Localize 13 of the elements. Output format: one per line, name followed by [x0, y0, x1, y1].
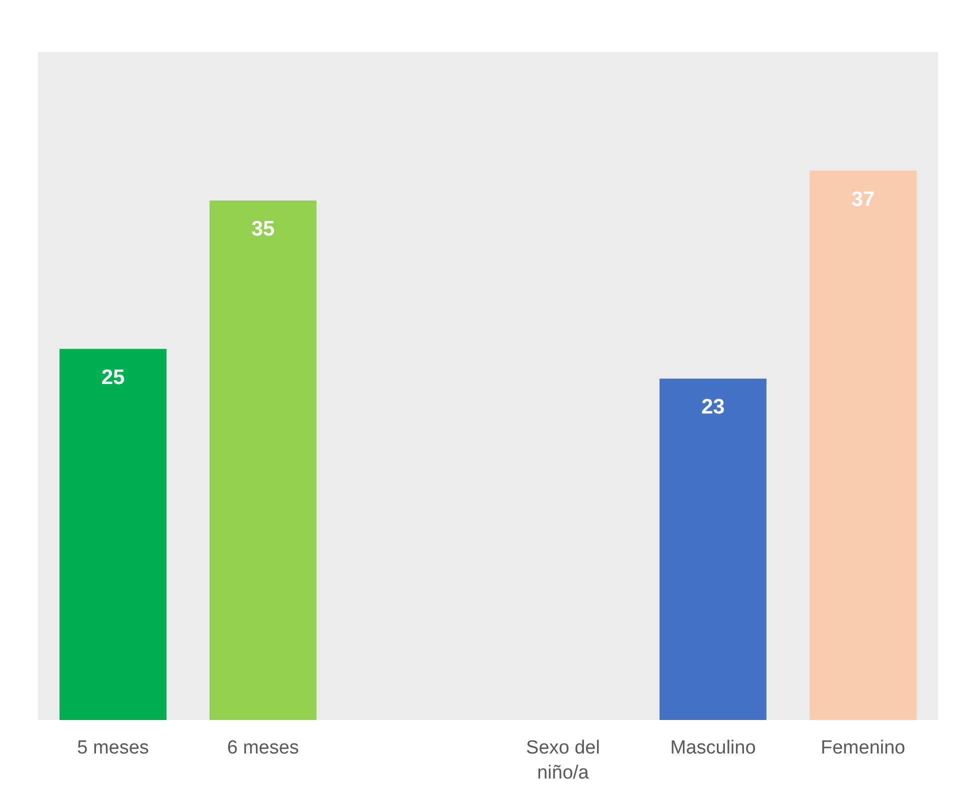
- x-tick-label: Sexo del niño/a: [526, 738, 600, 784]
- bar: [210, 200, 316, 720]
- x-tick-label: Masculino: [670, 738, 756, 758]
- bar: [810, 170, 916, 720]
- x-tick-label: Femenino: [820, 738, 906, 758]
- data-label: 35: [251, 217, 275, 240]
- data-label: 23: [701, 396, 725, 419]
- data-label: 25: [101, 366, 125, 389]
- x-tick-label: 5 meses: [77, 738, 149, 758]
- bar: [60, 348, 166, 720]
- x-tick-label: 6 meses: [227, 738, 299, 758]
- bar: [660, 378, 766, 720]
- data-label: 37: [851, 188, 875, 211]
